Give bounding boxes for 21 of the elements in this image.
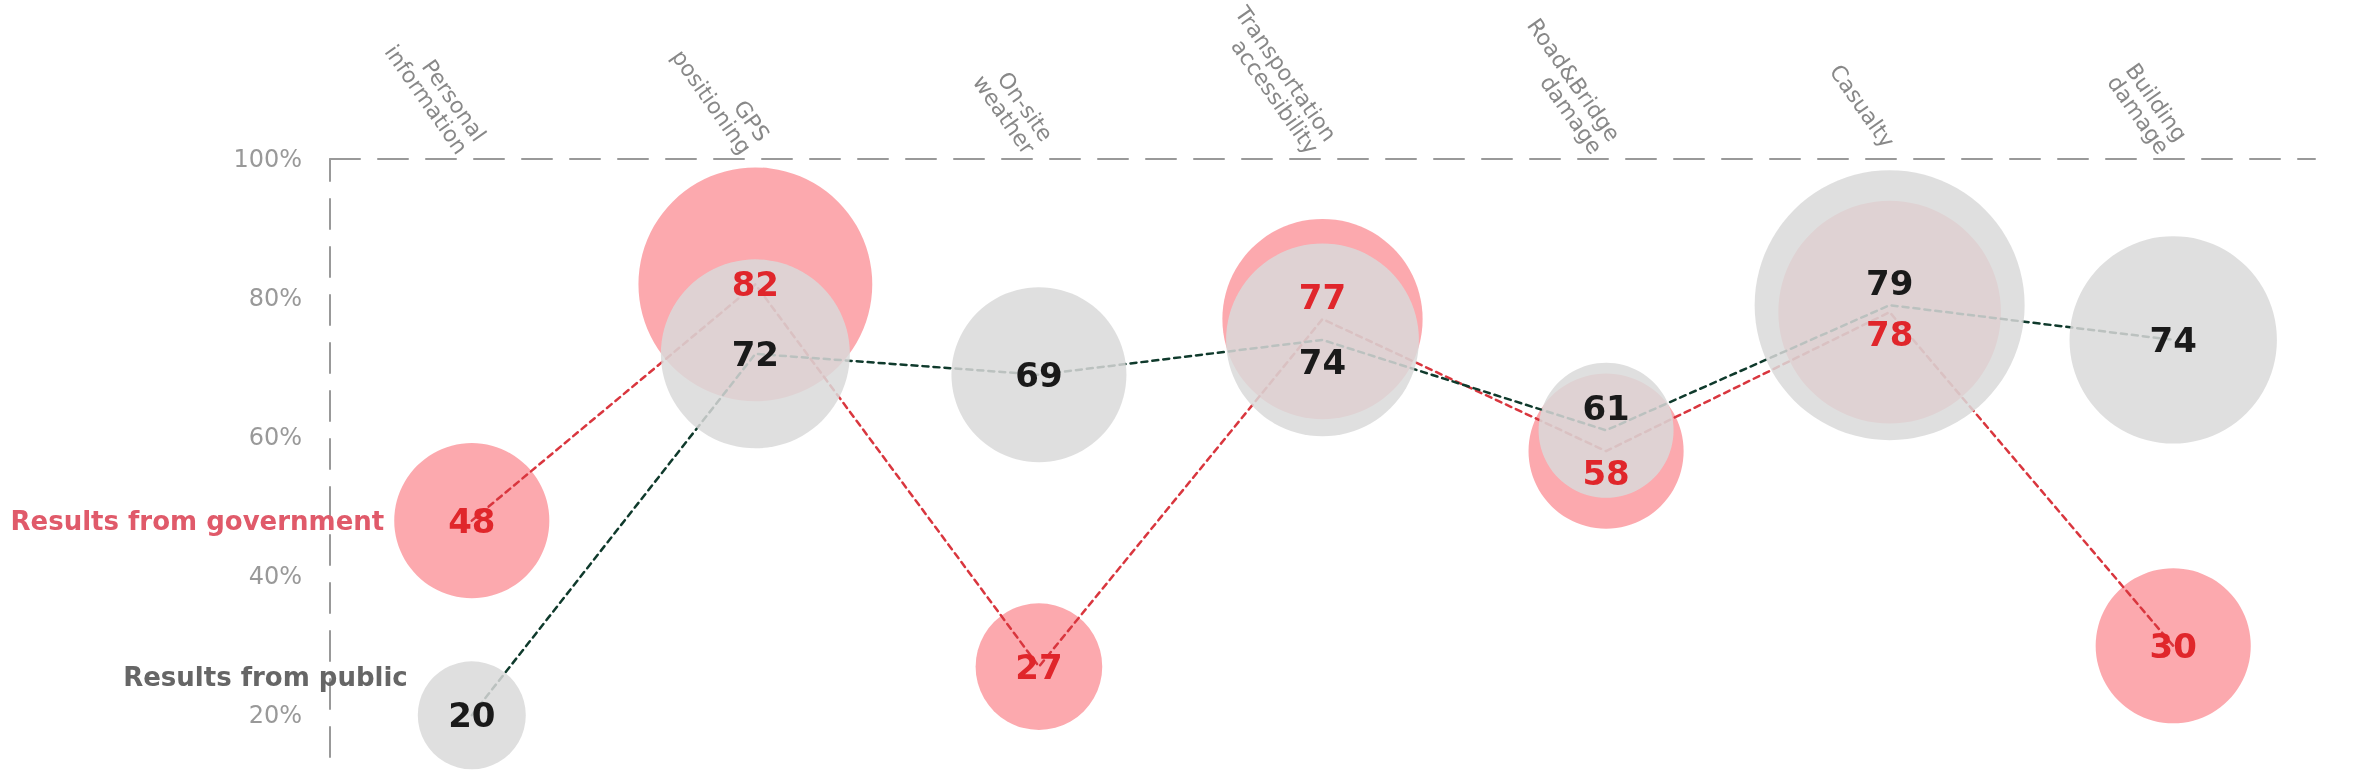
data-label: 61 xyxy=(1582,388,1630,429)
data-label: 82 xyxy=(731,264,780,305)
data-label: 77 xyxy=(1298,277,1347,318)
y-tick-label: 40% xyxy=(248,562,302,591)
y-tick-label: 100% xyxy=(233,145,302,174)
y-tick-label: 20% xyxy=(248,701,302,730)
y-tick-label: 80% xyxy=(248,284,302,313)
data-label: 79 xyxy=(1865,263,1914,304)
data-label: 58 xyxy=(1582,453,1630,494)
data-label: 20 xyxy=(448,695,496,736)
series-label: Results from public xyxy=(123,662,408,693)
data-label: 27 xyxy=(1015,646,1063,687)
data-label: 78 xyxy=(1865,314,1914,355)
data-label: 74 xyxy=(2149,319,2197,360)
data-label: 74 xyxy=(1298,341,1347,382)
y-tick-label: 60% xyxy=(248,423,302,452)
series-label: Results from government xyxy=(10,505,385,536)
data-label: 48 xyxy=(448,500,496,541)
data-label: 30 xyxy=(2149,625,2197,666)
data-label: 72 xyxy=(731,333,780,374)
data-label: 69 xyxy=(1015,354,1063,395)
